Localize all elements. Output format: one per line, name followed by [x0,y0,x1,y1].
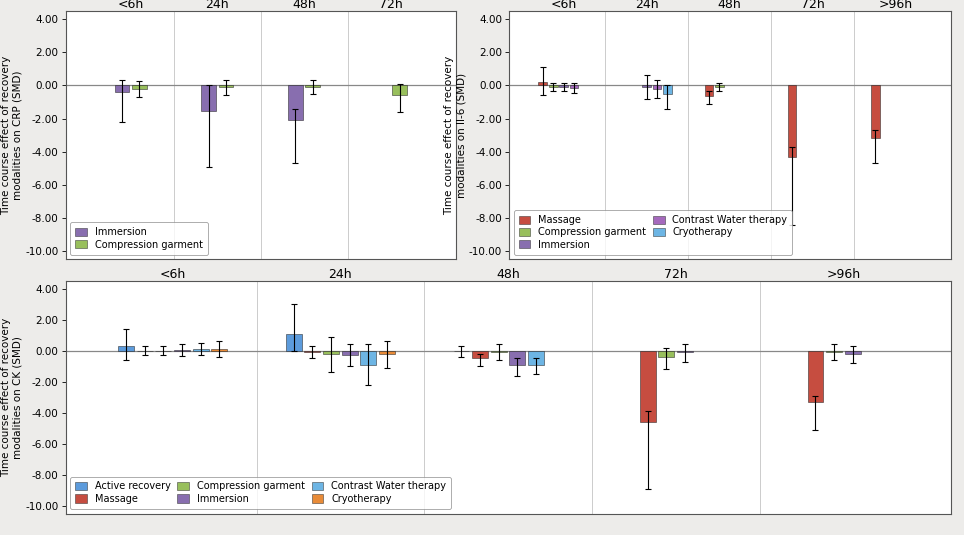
Bar [538,82,548,86]
Text: 48h: 48h [718,0,741,11]
Bar [361,351,376,365]
Bar [132,86,147,89]
Bar [392,86,407,95]
Legend: Massage, Compression garment, Immersion, Contrast Water therapy, Cryotherapy: Massage, Compression garment, Immersion,… [514,210,792,255]
Bar [658,351,674,357]
Bar [342,351,358,355]
Bar [640,351,656,422]
Text: 48h: 48h [496,268,520,281]
Text: <6h: <6h [118,0,144,11]
Y-axis label: Time course effect of recovery
modalities on Il-6 (SMD): Time course effect of recovery modalitie… [444,56,466,215]
Legend: Active recovery, Massage, Compression garment, Immersion, Contrast Water therapy: Active recovery, Massage, Compression ga… [70,477,451,509]
Bar [705,86,713,96]
Text: <6h: <6h [550,0,576,11]
Bar [549,86,557,87]
Text: >96h: >96h [826,268,861,281]
Bar [642,86,651,87]
Bar [115,86,129,92]
Bar [193,349,208,351]
Text: 24h: 24h [205,0,229,11]
Bar [306,86,320,87]
Bar [653,86,661,89]
Bar [528,351,544,365]
Text: 72h: 72h [801,0,825,11]
Text: 48h: 48h [292,0,316,11]
Bar [570,86,578,88]
Text: 72h: 72h [664,268,687,281]
Bar [119,346,134,351]
Bar [211,349,228,351]
Text: A: A [31,0,43,4]
Text: 72h: 72h [379,0,403,11]
Bar [174,350,190,351]
Bar [826,351,842,352]
Bar [491,351,507,352]
Bar [472,351,488,358]
Text: <6h: <6h [160,268,186,281]
Bar [219,86,233,87]
Bar [323,351,339,354]
Bar [288,86,303,120]
Text: 24h: 24h [329,268,352,281]
Text: B: B [469,0,482,4]
Bar [559,86,568,87]
Bar [663,86,672,94]
Bar [509,351,525,365]
Legend: Immersion, Compression garment: Immersion, Compression garment [70,223,207,255]
Y-axis label: Time course effect of recovery
modalities on CK (SMD): Time course effect of recovery modalitie… [1,318,22,477]
Y-axis label: Time course effect of recovery
modalities on CRP (SMD): Time course effect of recovery modalitie… [1,56,22,215]
Text: >96h: >96h [879,0,913,11]
Bar [715,86,724,87]
Bar [788,86,796,157]
Bar [808,351,823,402]
Text: 24h: 24h [635,0,658,11]
Bar [201,86,216,111]
Bar [677,351,693,352]
Bar [379,351,395,354]
Bar [286,334,302,351]
Bar [844,351,861,354]
Bar [305,351,320,352]
Bar [870,86,879,139]
